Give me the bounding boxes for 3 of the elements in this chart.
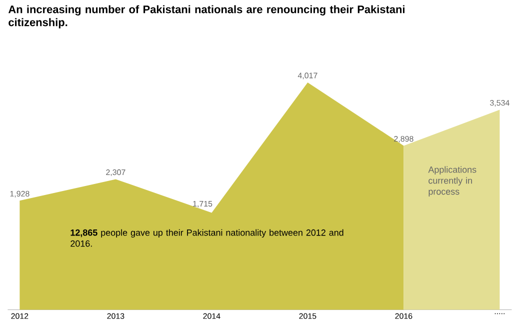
annotation: Applications currently in process [428,166,476,196]
chart-title: An increasing number of Pakistani nationals are renouncing their Pakistani citizenship. [8,5,404,28]
annotation: 12,865 people gave up their Pakistani nationality between 2012 and 2016. [70,229,344,247]
